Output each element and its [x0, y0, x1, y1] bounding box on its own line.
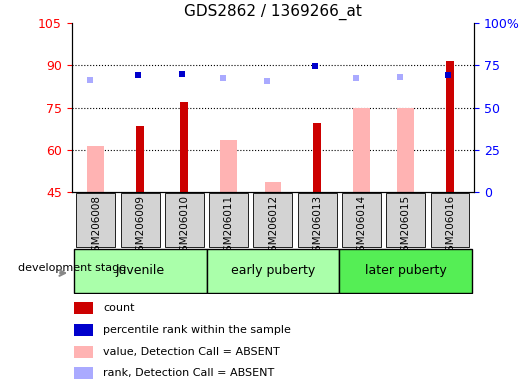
Text: value, Detection Call = ABSENT: value, Detection Call = ABSENT [103, 347, 280, 357]
Bar [446, 61, 454, 192]
Text: count: count [103, 303, 135, 313]
FancyBboxPatch shape [342, 193, 381, 247]
FancyBboxPatch shape [209, 193, 248, 247]
Text: juvenile: juvenile [116, 264, 165, 277]
Text: early puberty: early puberty [231, 264, 315, 277]
Text: GSM206008: GSM206008 [91, 195, 101, 258]
FancyBboxPatch shape [207, 248, 339, 293]
Bar [220, 140, 237, 192]
Text: rank, Detection Call = ABSENT: rank, Detection Call = ABSENT [103, 368, 275, 378]
Title: GDS2862 / 1369266_at: GDS2862 / 1369266_at [184, 4, 362, 20]
Text: GSM206011: GSM206011 [224, 195, 234, 258]
Bar [398, 108, 414, 192]
FancyBboxPatch shape [165, 193, 204, 247]
FancyBboxPatch shape [76, 193, 116, 247]
Text: GSM206012: GSM206012 [268, 195, 278, 258]
Bar [74, 324, 93, 336]
Bar [74, 367, 93, 379]
Text: percentile rank within the sample: percentile rank within the sample [103, 325, 291, 335]
Text: later puberty: later puberty [365, 264, 447, 277]
Bar [264, 182, 281, 192]
FancyBboxPatch shape [430, 193, 470, 247]
Text: GSM206010: GSM206010 [180, 195, 189, 258]
Text: GSM206015: GSM206015 [401, 195, 411, 258]
Bar [74, 346, 93, 358]
Text: GSM206014: GSM206014 [357, 195, 366, 258]
FancyBboxPatch shape [121, 193, 160, 247]
Text: GSM206009: GSM206009 [135, 195, 145, 258]
FancyBboxPatch shape [298, 193, 337, 247]
Text: GSM206013: GSM206013 [312, 195, 322, 258]
Bar [313, 123, 321, 192]
Bar [87, 146, 104, 192]
FancyBboxPatch shape [74, 248, 207, 293]
Text: development stage: development stage [18, 263, 126, 273]
Bar [180, 102, 188, 192]
FancyBboxPatch shape [339, 248, 472, 293]
Text: GSM206016: GSM206016 [445, 195, 455, 258]
FancyBboxPatch shape [386, 193, 425, 247]
Bar [136, 126, 144, 192]
FancyBboxPatch shape [253, 193, 293, 247]
Bar [353, 108, 370, 192]
Bar [74, 302, 93, 314]
